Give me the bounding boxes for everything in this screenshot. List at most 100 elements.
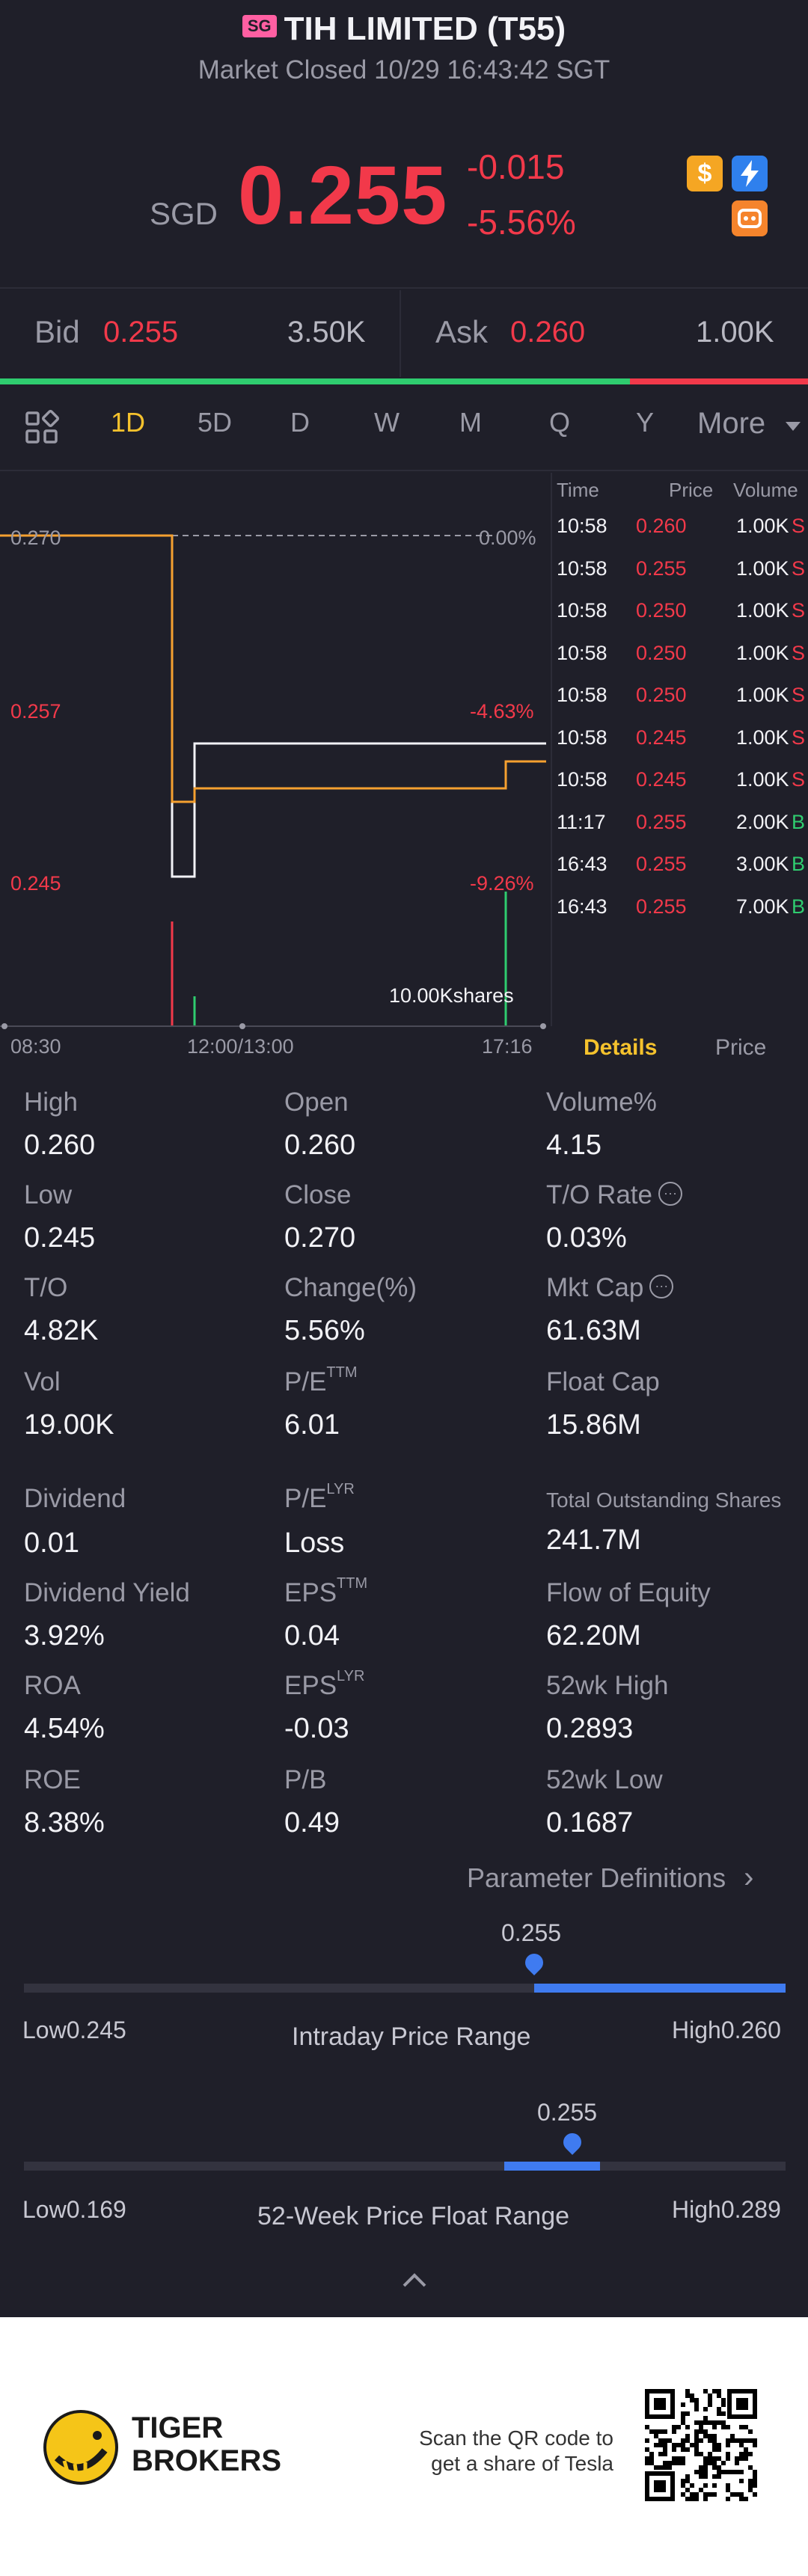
market-badge: SG: [242, 15, 277, 38]
week52-current: 0.255: [537, 2099, 598, 2126]
trade-price: 0.260: [636, 515, 687, 537]
low-52wk-value: 0.1687: [546, 1807, 634, 1839]
market-status: Market Closed 10/29 16:43:42 SGT: [198, 55, 610, 85]
bid-price: 0.255: [103, 316, 179, 349]
bid-ask-bar: [0, 378, 808, 384]
qr-code: [645, 2389, 757, 2501]
stock-name: TIH LIMITED (T55): [284, 10, 566, 47]
time-marker: [1, 1023, 7, 1029]
tab-m[interactable]: M: [459, 407, 482, 438]
parameter-definitions-link[interactable]: Parameter Definitions ›: [467, 1861, 754, 1895]
eps-lyr-sup: LYR: [337, 1668, 365, 1684]
trades-header-volume: Volume: [733, 479, 798, 501]
trade-time: 10:58: [557, 726, 607, 749]
flow-equity-label: Flow of Equity: [546, 1578, 711, 1607]
vol-label: Vol: [24, 1367, 61, 1396]
tab-d[interactable]: D: [290, 407, 310, 438]
eps-text: EPS: [284, 1578, 337, 1607]
tab-q[interactable]: Q: [549, 407, 571, 438]
ask-price: 0.260: [510, 316, 586, 349]
trade-time: 10:58: [557, 641, 607, 664]
info-icon[interactable]: ···: [658, 1181, 682, 1206]
trade-time: 10:58: [557, 684, 607, 706]
dollar-icon[interactable]: $: [687, 156, 723, 191]
chevron-up-icon[interactable]: [401, 2271, 428, 2289]
price-change: -0.015: [467, 147, 565, 186]
bid-ratio-fill: [0, 378, 631, 384]
pb-label: P/B: [284, 1765, 327, 1794]
trade-side: S: [792, 556, 806, 580]
trade-side: S: [792, 726, 806, 749]
trade-row: 10:58 0.260 1.00K S: [554, 515, 808, 556]
trade-price: 0.245: [636, 726, 687, 749]
intraday-high: High0.260: [672, 2017, 781, 2043]
eps-ttm-value: 0.04: [284, 1620, 340, 1652]
week52-title: 52-Week Price Float Range: [257, 2202, 570, 2230]
trade-side: S: [792, 641, 806, 664]
cta-line-1: Scan the QR code to: [419, 2426, 613, 2450]
trade-row: 10:58 0.245 1.00K S: [554, 768, 808, 810]
more-dropdown-icon[interactable]: [786, 422, 801, 431]
stock-title: SG TIH LIMITED (T55): [0, 10, 808, 48]
axis-pct-bottom: -9.26%: [470, 872, 534, 895]
tab-5d[interactable]: 5D: [198, 407, 233, 438]
ask-label: Ask: [435, 314, 489, 349]
axis-pct-mid: -4.63%: [470, 700, 534, 723]
turnover-rate-text: T/O Rate: [546, 1180, 652, 1209]
turnover-rate-value: 0.03%: [546, 1222, 627, 1254]
trade-volume: 1.00K: [736, 684, 789, 706]
axis-price-top: 0.270: [10, 527, 61, 549]
trades-header-price: Price: [669, 479, 714, 501]
layout-grid-icon[interactable]: [24, 409, 60, 450]
info-icon[interactable]: ···: [649, 1274, 674, 1298]
roa-label: ROA: [24, 1671, 81, 1700]
pe-text: P/E: [284, 1367, 327, 1396]
volume-label: 10.00Kshares: [389, 984, 514, 1007]
brand-line-2: BROKERS: [132, 2444, 282, 2477]
tab-1d[interactable]: 1D: [111, 407, 146, 438]
dividend-value: 0.01: [24, 1527, 79, 1559]
trade-time: 10:58: [557, 556, 607, 580]
dividend-yield-label: Dividend Yield: [24, 1578, 190, 1607]
time-label-mid: 12:00/13:00: [187, 1035, 294, 1058]
trade-time: 16:43: [557, 853, 607, 875]
cta-line-2: get a share of Tesla: [431, 2452, 613, 2475]
trade-price: 0.250: [636, 641, 687, 664]
vol-value: 19.00K: [24, 1409, 114, 1441]
robot-icon[interactable]: [732, 200, 768, 236]
eps-lyr-value: -0.03: [284, 1713, 349, 1744]
change-value: 5.56%: [284, 1315, 365, 1346]
trade-row: 16:43 0.255 7.00K B: [554, 895, 808, 937]
trade-row: 10:58 0.250 1.00K S: [554, 684, 808, 726]
high-value: 0.260: [24, 1129, 96, 1161]
trade-side: S: [792, 768, 806, 791]
tab-details[interactable]: Details: [584, 1035, 658, 1060]
mkt-cap-text: Mkt Cap: [546, 1273, 644, 1302]
open-value: 0.260: [284, 1129, 356, 1161]
total-shares-value: 241.7M: [546, 1524, 641, 1556]
week52-range-track: [24, 2162, 786, 2171]
tab-price[interactable]: Price: [715, 1035, 767, 1060]
week52-marker-icon: [559, 2129, 585, 2155]
axis-pct-top: 0.00%: [479, 527, 536, 549]
pe-lyr-label: P/ELYR: [284, 1481, 355, 1514]
trade-volume: 1.00K: [736, 768, 789, 791]
axis-price-mid: 0.257: [10, 700, 61, 723]
eps-lyr-text: EPS: [284, 1671, 337, 1700]
trade-time: 10:58: [557, 768, 607, 791]
roa-value: 4.54%: [24, 1713, 105, 1744]
eps-ttm-label: EPSTTM: [284, 1575, 367, 1608]
intraday-chart[interactable]: [0, 473, 546, 1041]
trade-row: 16:43 0.255 3.00K B: [554, 853, 808, 895]
tab-y[interactable]: Y: [636, 407, 655, 438]
pe-lyr-sup: LYR: [326, 1481, 355, 1497]
open-label: Open: [284, 1088, 349, 1117]
tab-more[interactable]: More: [697, 407, 766, 440]
intraday-marker-icon: [521, 1950, 548, 1975]
trade-price: 0.250: [636, 684, 687, 706]
flash-icon[interactable]: [732, 156, 768, 191]
tab-w[interactable]: W: [374, 407, 400, 438]
parameter-definitions-text: Parameter Definitions: [467, 1862, 726, 1893]
trade-volume: 1.00K: [736, 556, 789, 580]
avg-price-line: [0, 534, 546, 803]
